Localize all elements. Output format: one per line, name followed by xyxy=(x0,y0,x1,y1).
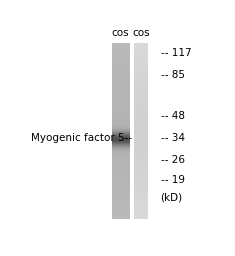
Text: -- 85: -- 85 xyxy=(161,70,184,80)
Text: -- 117: -- 117 xyxy=(161,48,191,58)
Text: -- 48: -- 48 xyxy=(161,111,184,121)
Text: -- 34: -- 34 xyxy=(161,133,184,143)
Text: cos: cos xyxy=(133,28,150,38)
Text: -- 26: -- 26 xyxy=(161,155,184,165)
Text: Myogenic factor 5--: Myogenic factor 5-- xyxy=(31,133,132,143)
Text: cos: cos xyxy=(112,28,129,38)
Text: (kD): (kD) xyxy=(161,192,183,202)
Text: -- 19: -- 19 xyxy=(161,175,184,185)
